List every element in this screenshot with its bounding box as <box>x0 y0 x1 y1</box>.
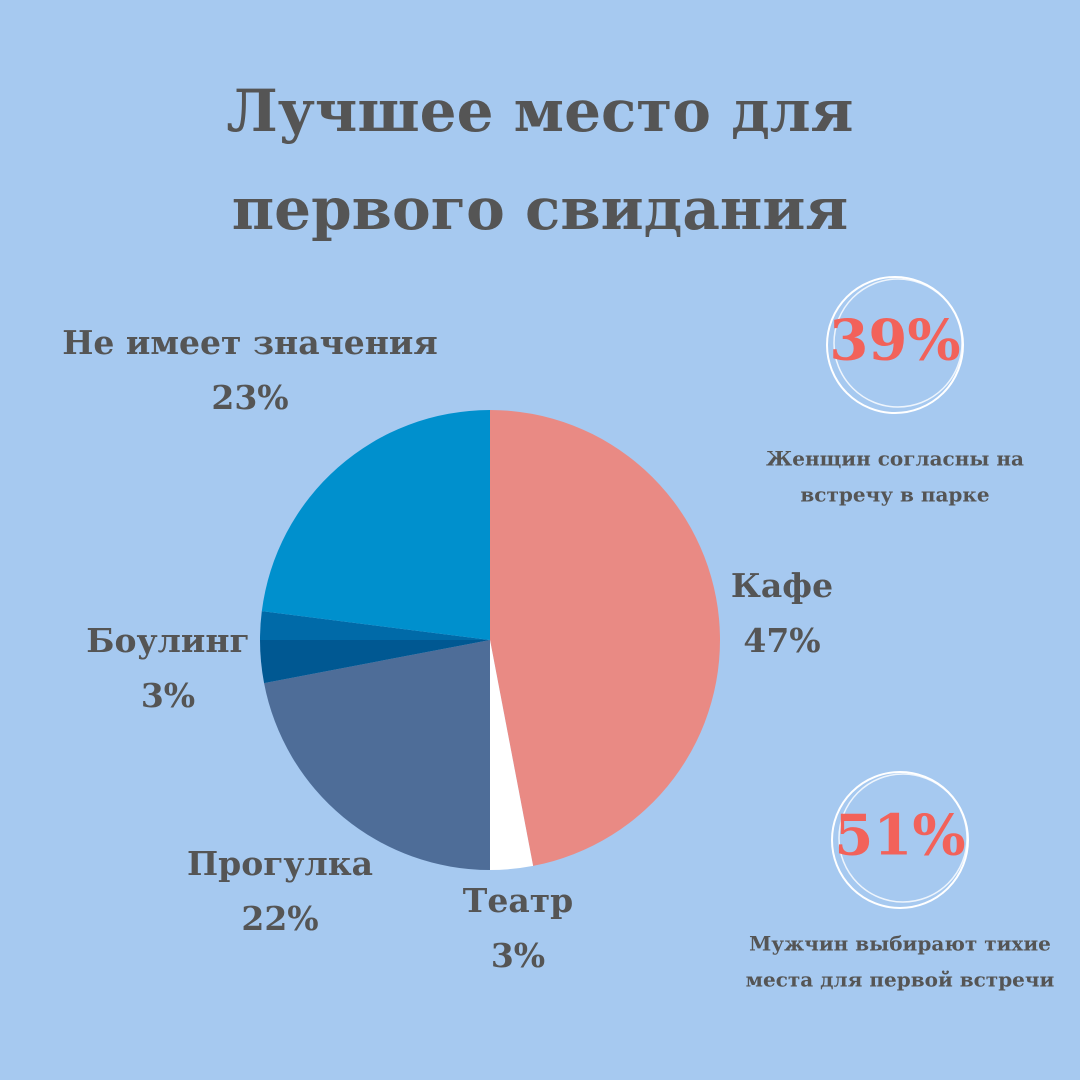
pie-slice <box>260 611 490 640</box>
slice-value-label: 22% <box>241 899 318 938</box>
pie-slice <box>490 410 720 866</box>
slice-label: Театр <box>463 881 573 920</box>
pie-slice <box>490 640 534 870</box>
callout-ring <box>838 773 968 903</box>
callout-value: 39% <box>829 308 960 374</box>
slice-value-label: 47% <box>743 621 820 660</box>
pie-slice <box>260 640 490 684</box>
pie-slice <box>261 410 490 640</box>
slice-label: Не имеет значения <box>62 323 438 362</box>
slice-value-label: 23% <box>211 378 288 417</box>
callout-text: встречу в парке <box>800 483 989 507</box>
slice-label: Кафе <box>731 566 833 605</box>
callout-value: 51% <box>834 803 965 869</box>
slice-value-label: 3% <box>141 676 195 715</box>
callout-text: Мужчин выбирают тихие <box>749 932 1051 956</box>
callout-ring <box>831 771 969 909</box>
slice-label: Прогулка <box>187 844 373 883</box>
callout-ring <box>826 276 964 414</box>
callout-text: Женщин согласны на <box>766 447 1024 471</box>
chart-title: Лучшее место для первого свидания <box>226 77 854 243</box>
slice-value-label: 3% <box>491 936 545 975</box>
pie-slice <box>264 640 490 870</box>
callout-text: места для первой встречи <box>746 968 1055 992</box>
slice-label: Боулинг <box>86 621 249 660</box>
callout-ring <box>833 278 963 408</box>
